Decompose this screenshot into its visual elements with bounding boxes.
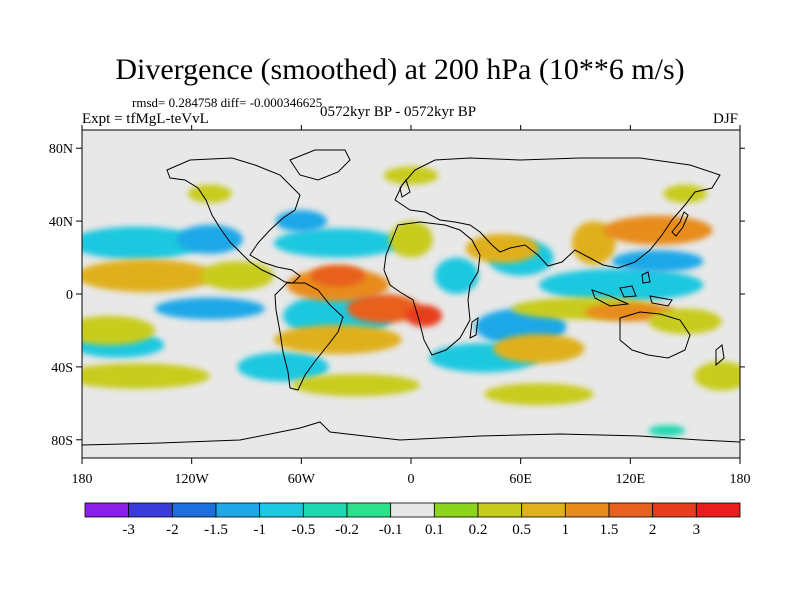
period-label: 0572kyr BP - 0572kyr BP	[320, 104, 477, 120]
x-tick-label-5: 120E	[616, 472, 646, 487]
uk-coastline	[399, 178, 411, 198]
colorbar-swatch-5	[302, 502, 348, 518]
colorbar-label-2: -1.5	[204, 522, 228, 538]
colorbar-swatch-13	[652, 502, 697, 518]
north-america-coastline	[166, 157, 301, 284]
colorbar-swatch-12	[608, 502, 654, 518]
y-tick-label-0: 80N	[49, 142, 73, 157]
colorbar-swatch-10	[521, 502, 566, 518]
colorbar-label-10: 1	[562, 522, 570, 538]
x-tick-label-6: 180	[730, 472, 751, 487]
chart-title: Divergence (smoothed) at 200 hPa (10**6 …	[115, 53, 685, 86]
field-patch-0	[82, 226, 203, 260]
field-patch-26	[82, 315, 156, 346]
x-tick-label-1: 120W	[175, 472, 210, 487]
colorbar-label-6: -0.1	[379, 522, 403, 538]
field-patch-37	[648, 425, 686, 437]
x-tick-label-4: 60E	[509, 472, 532, 487]
greenland-coastline	[289, 149, 351, 181]
field-patch-30	[82, 363, 210, 389]
y-tick-label-1: 40N	[49, 215, 73, 230]
y-tick-label-2: 0	[66, 288, 73, 303]
south-america-coastline	[274, 282, 344, 391]
maritime-continent-coastline	[591, 271, 673, 307]
field-patch-15	[200, 261, 274, 291]
colorbar-swatch-14	[695, 502, 741, 518]
field-patch-3	[275, 210, 327, 233]
y-tick-label-4: 80S	[51, 434, 73, 449]
colorbar-label-1: -2	[166, 522, 179, 538]
map-axes: 180 120W 60W 0 60E 120E 180 80N 40N 0 40S 80S	[49, 125, 751, 487]
field-patch-9	[155, 297, 265, 320]
field-patch-29	[648, 308, 722, 335]
field-patch-36	[663, 184, 708, 203]
colorbar-swatch-8	[433, 502, 479, 518]
field-patch-18	[405, 304, 443, 327]
field-patch-32	[484, 383, 594, 406]
australia-coastline	[619, 311, 691, 359]
colorbar-label-5: -0.2	[335, 522, 359, 538]
field-patch-35	[188, 184, 232, 203]
new-zealand-coastline	[715, 344, 725, 367]
field-patch-14	[82, 259, 216, 293]
field-patch-31	[292, 374, 421, 397]
field-patch-4	[434, 257, 479, 294]
colorbar-swatch-1	[128, 502, 173, 518]
colorbar-swatch-11	[564, 502, 610, 518]
colorbar-swatch-6	[346, 502, 392, 518]
colorbar-swatch-2	[171, 502, 217, 518]
colorbar-swatch-9	[477, 502, 523, 518]
colorbar-label-8: 0.2	[469, 522, 488, 538]
field-patch-33	[694, 361, 740, 391]
x-tick-label-2: 60W	[288, 472, 316, 487]
season-label: DJF	[713, 111, 739, 127]
colorbar: -3 -2 -1.5 -1 -0.5 -0.2 -0.1 0.1 0.2 0.5 1 1.5 2 3	[84, 502, 741, 538]
japan-coastline	[671, 211, 689, 237]
africa-coastline	[383, 221, 481, 356]
colorbar-label-9: 0.5	[512, 522, 531, 538]
colorbar-label-7: 0.1	[425, 522, 444, 538]
field-patch-19	[310, 264, 366, 287]
stats-text: rmsd= 0.284758 diff= -0.000346625	[132, 95, 323, 110]
x-tick-label-0: 180	[72, 472, 93, 487]
x-tick-label-3: 0	[408, 472, 415, 487]
colorbar-swatch-4	[259, 502, 304, 518]
colorbar-label-0: -3	[122, 522, 135, 538]
colorbar-swatch-0	[84, 502, 130, 518]
field-patch-20	[465, 233, 539, 264]
colorbar-label-4: -0.5	[291, 522, 315, 538]
experiment-label: Expt = tfMgL-teVvL	[82, 111, 209, 127]
antarctica-coastline	[82, 421, 740, 446]
colorbar-label-11: 1.5	[600, 522, 619, 538]
field-patch-7	[612, 250, 704, 273]
eurasia-coastline	[394, 157, 721, 269]
coastline-layer	[82, 149, 740, 446]
field-patch-28	[493, 334, 585, 364]
field-patch-2	[273, 228, 402, 258]
field-patch-27	[273, 324, 402, 355]
field-patch-21	[389, 221, 433, 258]
field-patch-1	[177, 224, 243, 254]
colorbar-label-12: 2	[649, 522, 657, 538]
field-patch-34	[383, 166, 439, 185]
madagascar-coastline	[469, 316, 479, 339]
field-patch-6	[538, 268, 704, 302]
y-tick-label-3: 40S	[51, 361, 73, 376]
colorbar-label-13: 3	[693, 522, 701, 538]
field-patch-17	[347, 294, 421, 324]
field-layer	[82, 166, 740, 437]
colorbar-swatch-3	[215, 502, 261, 518]
colorbar-label-3: -1	[253, 522, 266, 538]
colorbar-swatch-7	[390, 502, 435, 518]
